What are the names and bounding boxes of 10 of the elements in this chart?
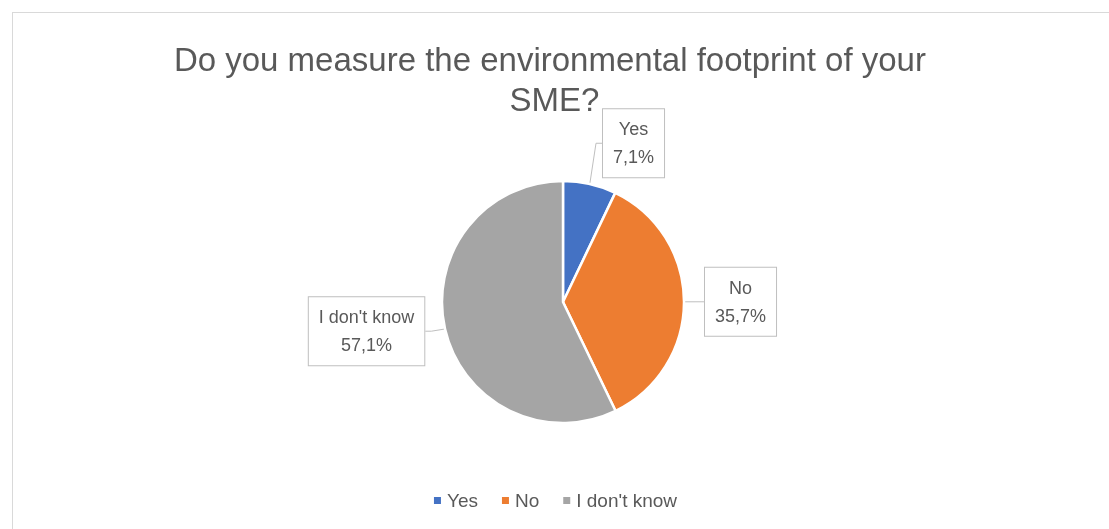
slice-label: Yes xyxy=(618,119,649,140)
data-label: 35,7% xyxy=(715,305,767,326)
slice-label: I don't know xyxy=(318,307,416,328)
data-label: 7,1% xyxy=(613,147,655,168)
legend-label: I don't know xyxy=(576,490,678,511)
legend-label: No xyxy=(514,490,540,511)
legend-label: Yes xyxy=(446,490,478,511)
data-label: 57,1% xyxy=(341,335,393,356)
chart-title: Do you measure the environmental footprint of your SME? xyxy=(173,40,936,118)
slice-label: No xyxy=(729,277,753,298)
